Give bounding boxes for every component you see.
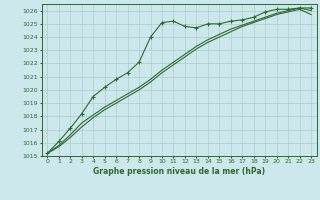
X-axis label: Graphe pression niveau de la mer (hPa): Graphe pression niveau de la mer (hPa) xyxy=(93,167,265,176)
